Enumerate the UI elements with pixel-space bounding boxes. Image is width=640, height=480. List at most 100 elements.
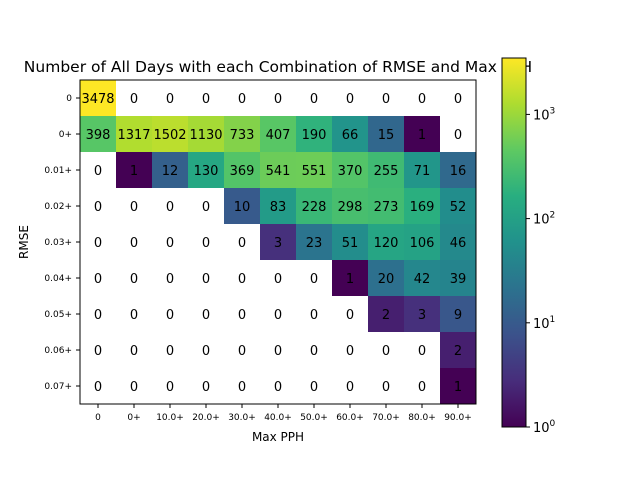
cell-value-label: 46 xyxy=(450,236,467,251)
cell-value-label: 0 xyxy=(166,92,174,107)
heatmap-cell xyxy=(296,296,332,332)
heatmap-cell xyxy=(440,116,476,152)
heatmap-cell xyxy=(332,260,368,296)
colorbar-gradient xyxy=(501,57,527,428)
cell-value-label: 1130 xyxy=(189,128,222,143)
cell-value-label: 0 xyxy=(310,308,318,323)
cell-value-label: 106 xyxy=(410,236,435,251)
cell-value-label: 0 xyxy=(418,344,426,359)
x-axis-ticks: 0 0+ 10.0+ 20.0+ 30.0+ 40.0+ 50.0+ 60.0+ 70.0+ 80… xyxy=(95,404,472,423)
cell-value-label: 71 xyxy=(414,164,431,179)
heatmap-cell xyxy=(296,188,332,224)
cell-value-label: 0 xyxy=(130,380,138,395)
heatmap-cell xyxy=(296,80,332,116)
heatmap-cell xyxy=(152,224,188,260)
y-tick-label: 0.05+ xyxy=(44,310,72,320)
cell-value-label: 1 xyxy=(418,128,426,143)
heatmap-cell xyxy=(440,152,476,188)
heatmap-cell xyxy=(404,296,440,332)
colorbar-tick-label: 101 xyxy=(533,315,555,332)
heatmap-cell xyxy=(260,152,296,188)
y-tick-label: 0.04+ xyxy=(44,274,72,284)
cell-value-label: 1 xyxy=(130,164,138,179)
x-tick-label: 0 xyxy=(95,413,101,423)
cell-value-label: 1502 xyxy=(153,128,186,143)
cell-value-label: 0 xyxy=(202,344,210,359)
heatmap-cell xyxy=(188,188,224,224)
x-tick-label: 10.0+ xyxy=(156,413,184,423)
heatmap-cell xyxy=(368,368,404,404)
heatmap-cell xyxy=(152,188,188,224)
cell-value-label: 0 xyxy=(310,92,318,107)
cell-value-label: 3478 xyxy=(81,92,114,107)
heatmap-cell xyxy=(368,152,404,188)
heatmap-cells xyxy=(80,80,476,404)
cell-value-label: 0 xyxy=(454,92,462,107)
cell-value-label: 0 xyxy=(94,344,102,359)
cell-value-label: 0 xyxy=(346,344,354,359)
heatmap-cell xyxy=(440,368,476,404)
cell-value-label: 0 xyxy=(238,344,246,359)
heatmap-cell xyxy=(368,260,404,296)
heatmap-cell xyxy=(368,188,404,224)
cell-value-label: 733 xyxy=(230,128,255,143)
cell-value-label: 0 xyxy=(274,308,282,323)
heatmap-cell xyxy=(224,188,260,224)
cell-value-label: 0 xyxy=(130,236,138,251)
cell-value-label: 0 xyxy=(94,236,102,251)
cell-value-label: 2 xyxy=(382,308,390,323)
cell-value-label: 298 xyxy=(338,200,363,215)
cell-value-label: 228 xyxy=(302,200,327,215)
cell-value-label: 83 xyxy=(270,200,287,215)
colorbar-ticks: 100 101 102 103 xyxy=(526,106,556,436)
cell-value-label: 551 xyxy=(302,164,327,179)
cell-value-label: 0 xyxy=(166,272,174,287)
cell-value-label: 0 xyxy=(346,380,354,395)
heatmap-cell xyxy=(152,296,188,332)
heatmap-cell xyxy=(116,332,152,368)
y-tick-label: 0.02+ xyxy=(44,202,72,212)
x-tick-label: 0+ xyxy=(127,413,140,423)
cell-value-label: 255 xyxy=(374,164,399,179)
heatmap-cell xyxy=(116,116,152,152)
y-tick-label: 0.01+ xyxy=(44,166,72,176)
heatmap-cell xyxy=(260,368,296,404)
cell-value-label: 0 xyxy=(418,92,426,107)
heatmap-cell xyxy=(296,260,332,296)
cell-value-label: 0 xyxy=(130,92,138,107)
cell-value-label: 51 xyxy=(342,236,359,251)
cell-value-label: 0 xyxy=(310,272,318,287)
heatmap-cell xyxy=(332,80,368,116)
heatmap-cell xyxy=(440,332,476,368)
heatmap-cell xyxy=(368,116,404,152)
heatmap-cell xyxy=(80,224,116,260)
heatmap-cell xyxy=(116,152,152,188)
cell-value-label: 0 xyxy=(94,380,102,395)
heatmap-cell xyxy=(260,224,296,260)
colorbar: 100 101 102 103 xyxy=(501,57,556,436)
x-axis-label: Max PPH xyxy=(252,430,304,444)
plot-frame xyxy=(79,79,477,405)
heatmap-cell xyxy=(368,224,404,260)
cell-value-label: 23 xyxy=(306,236,323,251)
heatmap-cell xyxy=(224,116,260,152)
heatmap-cell xyxy=(404,260,440,296)
heatmap-cell xyxy=(296,224,332,260)
x-tick-label: 50.0+ xyxy=(300,413,328,423)
y-tick-label: 0+ xyxy=(59,130,72,140)
cell-value-label: 0 xyxy=(346,308,354,323)
cell-value-label: 66 xyxy=(342,128,359,143)
heatmap-cell xyxy=(224,152,260,188)
heatmap-cell xyxy=(332,116,368,152)
cell-value-label: 0 xyxy=(238,272,246,287)
heatmap-cell xyxy=(116,260,152,296)
heatmap-cell xyxy=(440,260,476,296)
heatmap-cell xyxy=(80,296,116,332)
cell-value-label: 12 xyxy=(162,164,179,179)
heatmap-cell xyxy=(404,332,440,368)
cell-value-label: 0 xyxy=(166,236,174,251)
cell-value-label: 0 xyxy=(94,200,102,215)
heatmap-cell xyxy=(80,260,116,296)
heatmap-cell xyxy=(404,80,440,116)
cell-value-label: 0 xyxy=(202,92,210,107)
